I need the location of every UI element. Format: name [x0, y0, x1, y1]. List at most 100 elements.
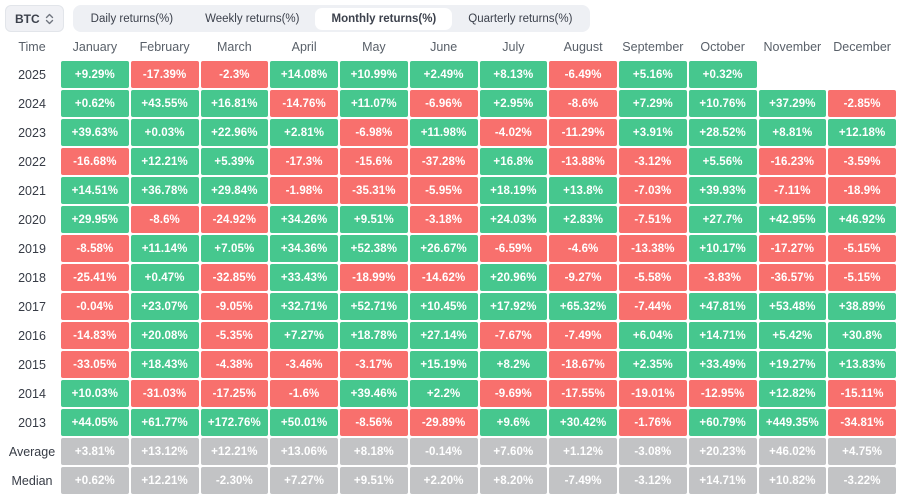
return-cell: +7.27% [270, 467, 338, 494]
return-cell: -8.6% [130, 206, 199, 233]
return-cell: +2.95% [479, 90, 548, 117]
return-cell: -5.95% [409, 177, 478, 204]
return-cell: +39.93% [688, 177, 757, 204]
return-cell: -15.11% [828, 380, 896, 407]
table-row: Average +3.81% +13.12% +12.21% +13.06% +8.18%… [5, 438, 896, 465]
return-cell: +2.83% [549, 206, 617, 233]
tab-daily-returns[interactable]: Daily returns(%) [75, 8, 189, 30]
return-cell: -4.02% [479, 119, 548, 146]
return-cell [759, 61, 827, 88]
return-cell: -6.96% [409, 90, 478, 117]
return-cell: +38.89% [828, 293, 896, 320]
return-cell: +7.60% [479, 438, 548, 465]
return-cell: -18.99% [340, 264, 408, 291]
return-cell: -33.05% [61, 351, 129, 378]
return-cell: +12.21% [200, 438, 269, 465]
return-cell: +8.81% [758, 119, 827, 146]
return-cell: +39.63% [61, 119, 129, 146]
row-time-label: 2022 [18, 154, 46, 169]
return-cell: +10.99% [340, 61, 408, 88]
return-cell: -7.44% [619, 293, 687, 320]
return-cell: +33.43% [270, 264, 338, 291]
return-cell: -6.59% [479, 235, 548, 262]
symbol-selector[interactable]: BTC [5, 5, 64, 32]
return-cell: -29.89% [409, 409, 478, 436]
row-time-label: 2017 [18, 299, 46, 314]
return-cell: +0.03% [130, 119, 199, 146]
table-row: 2016 -14.83% +20.08% -5.35% +7.27% +18.78% +27… [5, 322, 896, 349]
month-column-header: September [622, 40, 684, 54]
table-row: 2018 -25.41% +0.47% -32.85% +33.43% -18.99% -1… [5, 264, 896, 291]
return-cell: +20.08% [130, 322, 199, 349]
return-cell: +14.51% [61, 177, 129, 204]
return-cell: +29.84% [200, 177, 269, 204]
return-cell: +15.19% [409, 351, 478, 378]
row-time-label: 2014 [18, 386, 46, 401]
returns-table: Time January February March April May June Jul… [5, 36, 896, 494]
return-cell: -0.14% [409, 438, 478, 465]
return-cell: +8.13% [479, 61, 548, 88]
table-row: Median +0.62% +12.21% -2.30% +7.27% +9.51% +2.… [5, 467, 896, 494]
row-time-label: 2024 [18, 96, 46, 111]
return-cell: -17.25% [200, 380, 269, 407]
return-cell: +5.56% [688, 148, 757, 175]
tab-quarterly-returns[interactable]: Quarterly returns(%) [452, 8, 588, 30]
return-cell: +1.12% [549, 438, 617, 465]
return-cell: +2.2% [409, 380, 478, 407]
return-cell: +449.35% [758, 409, 827, 436]
return-cell: +9.29% [61, 61, 129, 88]
return-cell: +9.6% [479, 409, 548, 436]
chevron-updown-icon [45, 13, 54, 25]
return-cell: +172.76% [200, 409, 269, 436]
return-cell: -9.27% [549, 264, 617, 291]
return-cell: -24.92% [200, 206, 269, 233]
return-cell: -7.03% [619, 177, 687, 204]
return-cell: +29.95% [61, 206, 129, 233]
return-cell: +8.18% [340, 438, 408, 465]
return-cell: -7.49% [549, 467, 617, 494]
return-cell: +2.81% [270, 119, 338, 146]
return-cell: -6.98% [340, 119, 408, 146]
return-cell: +18.43% [130, 351, 199, 378]
return-cell: +53.48% [758, 293, 827, 320]
return-cell: -34.81% [828, 409, 896, 436]
return-cell: +10.17% [688, 235, 757, 262]
return-cell: -19.01% [619, 380, 687, 407]
return-cell: +44.05% [61, 409, 129, 436]
return-cell: +13.06% [270, 438, 338, 465]
row-time-label: Average [8, 444, 56, 459]
tab-weekly-returns[interactable]: Weekly returns(%) [189, 8, 315, 30]
row-time-label: 2016 [18, 328, 46, 343]
table-row: 2021 +14.51% +36.78% +29.84% -1.98% -35.31% -5… [5, 177, 896, 204]
row-time-label: 2021 [18, 183, 46, 198]
return-cell: -11.29% [549, 119, 617, 146]
return-cell: +46.92% [828, 206, 896, 233]
month-column-header: October [700, 40, 745, 54]
month-column-header: June [430, 40, 458, 54]
return-cell: +19.27% [758, 351, 827, 378]
return-cell: +16.8% [479, 148, 548, 175]
return-cell: -17.39% [130, 61, 199, 88]
return-cell: -2.30% [200, 467, 269, 494]
return-cell: -5.15% [828, 264, 896, 291]
table-row: 2015 -33.05% +18.43% -4.38% -3.46% -3.17% +15.… [5, 351, 896, 378]
return-cell: -2.85% [828, 90, 896, 117]
return-cell: +33.49% [688, 351, 757, 378]
table-header-row: Time January February March April May June Jul… [5, 36, 896, 58]
return-cell: +28.52% [688, 119, 757, 146]
return-cell: +14.71% [688, 322, 757, 349]
return-cell: +5.16% [619, 61, 687, 88]
return-cell: +5.42% [758, 322, 827, 349]
return-cell: -14.62% [409, 264, 478, 291]
tab-monthly-returns[interactable]: Monthly returns(%) [315, 7, 453, 30]
return-cell: +32.71% [270, 293, 338, 320]
return-cell: +18.78% [340, 322, 408, 349]
return-cell: +50.01% [270, 409, 338, 436]
return-cell: +43.55% [130, 90, 199, 117]
return-cell: -13.38% [619, 235, 687, 262]
return-cell: +2.35% [619, 351, 687, 378]
return-cell: +52.38% [340, 235, 408, 262]
return-cell: -9.69% [479, 380, 548, 407]
return-cell: +26.67% [409, 235, 478, 262]
return-cell: +7.05% [200, 235, 269, 262]
